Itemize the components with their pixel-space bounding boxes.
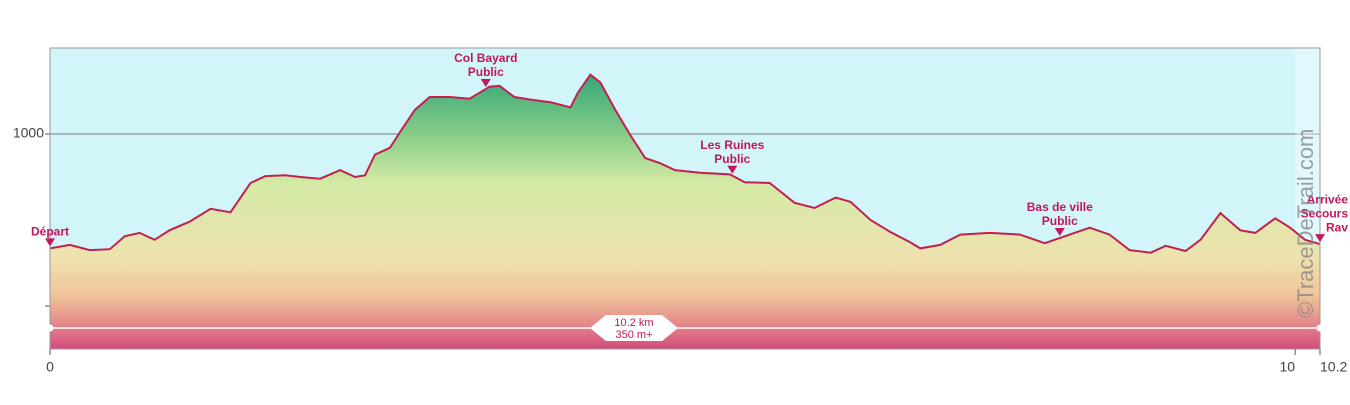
summary-climb: 350 m+ xyxy=(616,329,653,341)
elevation-area xyxy=(50,74,1320,349)
distance-dot xyxy=(46,324,54,332)
annotation-marker xyxy=(727,165,738,174)
annotation-label: Col Bayard xyxy=(454,51,517,65)
elevation-line xyxy=(49,73,1321,254)
annotation-label: Public xyxy=(714,152,750,166)
annotation-label: Bas de ville xyxy=(1027,200,1093,214)
annotation-label: Départ xyxy=(31,225,69,239)
x-tick-label: 10.2 xyxy=(1320,359,1347,375)
summary-badge xyxy=(590,315,678,341)
annotation-marker xyxy=(1315,234,1325,243)
annotation-label: Arrivée xyxy=(1307,192,1349,206)
plot-border xyxy=(49,47,1321,350)
y-tick-label: 1000 xyxy=(13,125,44,141)
annotation-marker xyxy=(480,78,491,87)
distance-dot xyxy=(1316,324,1324,332)
annotation-label: Secours xyxy=(1301,206,1349,220)
annotation-marker xyxy=(1054,228,1065,237)
annotation-label: Rav xyxy=(1326,220,1348,234)
x-tick-label: 10 xyxy=(1280,359,1296,375)
annotation-marker xyxy=(45,238,55,247)
annotation-label: Public xyxy=(468,65,504,79)
annotation-label: Public xyxy=(1042,214,1078,228)
summary-distance: 10.2 km xyxy=(614,317,653,329)
annotation-label: Les Ruines xyxy=(700,138,764,152)
x-tick-label: 0 xyxy=(46,359,54,375)
watermark: ©TraceDeTrail.com xyxy=(1293,129,1318,318)
